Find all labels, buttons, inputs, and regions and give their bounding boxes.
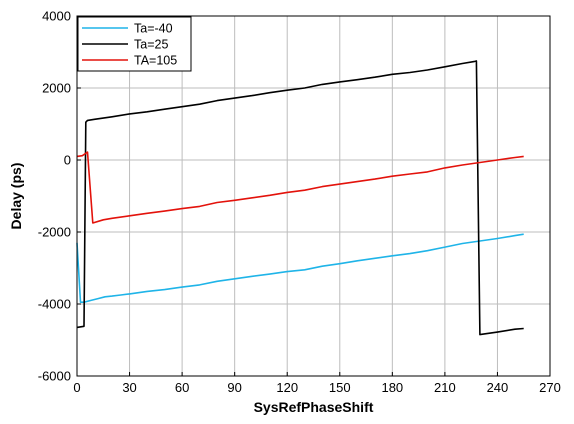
y-tick-label: 0 bbox=[64, 153, 71, 168]
x-tick-label: 0 bbox=[73, 380, 80, 395]
y-tick-label: -2000 bbox=[38, 225, 71, 240]
legend-label: Ta=-40 bbox=[134, 22, 173, 36]
y-tick-label: -4000 bbox=[38, 297, 71, 312]
x-tick-label: 30 bbox=[122, 380, 136, 395]
x-tick-label: 180 bbox=[381, 380, 403, 395]
y-tick-label: 4000 bbox=[42, 9, 71, 24]
y-tick-label: 2000 bbox=[42, 81, 71, 96]
series-line-2 bbox=[76, 151, 524, 224]
series-line-0 bbox=[76, 233, 524, 304]
x-tick-label: 210 bbox=[434, 380, 456, 395]
x-tick-label: 60 bbox=[175, 380, 189, 395]
y-axis-title: Delay (ps) bbox=[8, 163, 24, 230]
legend-label: TA=105 bbox=[134, 54, 177, 68]
legend-label: Ta=25 bbox=[134, 38, 168, 52]
x-tick-label: 150 bbox=[329, 380, 351, 395]
x-tick-label: 240 bbox=[487, 380, 509, 395]
x-tick-label: 270 bbox=[539, 380, 561, 395]
series-lines bbox=[76, 60, 524, 336]
x-tick-label: 120 bbox=[276, 380, 298, 395]
x-axis-title: SysRefPhaseShift bbox=[254, 399, 374, 415]
legend: Ta=-40 Ta=25 TA=105 bbox=[77, 16, 192, 72]
x-tick-label: 90 bbox=[227, 380, 241, 395]
tick-labels: 0 30 60 90 120 150 180 210 240 270 -6000 -4000 -2000… bbox=[38, 9, 561, 396]
y-tick-label: -6000 bbox=[38, 369, 71, 384]
series-line-1 bbox=[76, 60, 524, 336]
grid-lines bbox=[77, 16, 550, 376]
plot-frame bbox=[76, 15, 551, 377]
